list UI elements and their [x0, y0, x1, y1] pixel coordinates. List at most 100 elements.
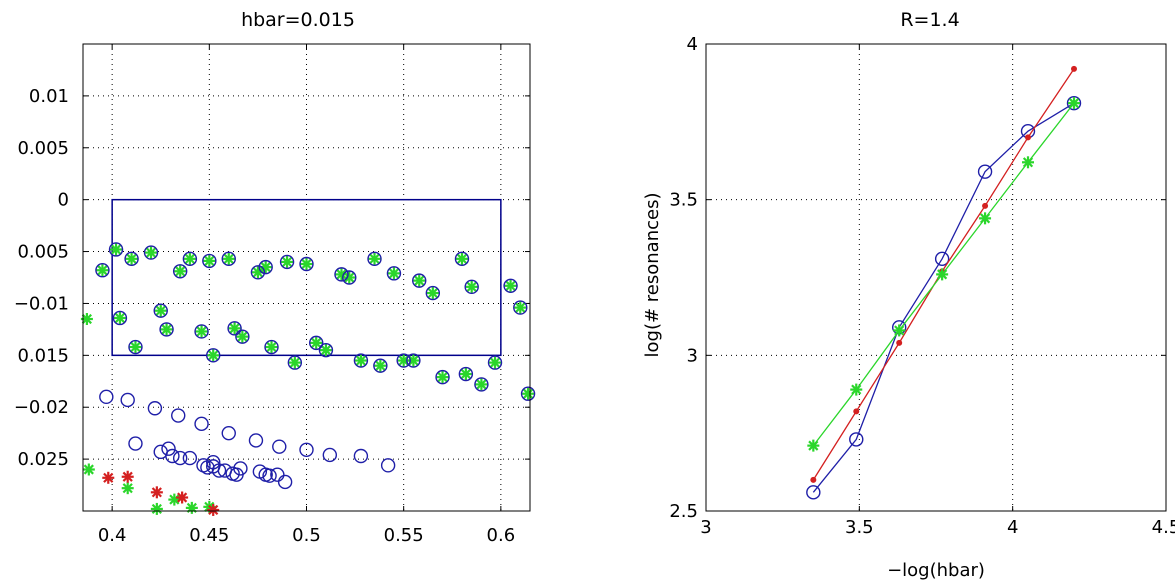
green-star-marker — [236, 330, 249, 343]
blue-circle-marker — [487, 355, 503, 370]
blue-circle-marker — [373, 358, 388, 373]
blue-circle-marker — [233, 461, 248, 476]
blue-circle-marker — [474, 377, 489, 392]
green-star-marker — [228, 322, 241, 335]
green-star-marker — [514, 301, 527, 314]
blue-circle-marker — [309, 335, 324, 351]
green-star-marker — [504, 279, 517, 292]
green-star-marker — [96, 264, 109, 277]
left-y-tick-label: 0 — [58, 190, 69, 211]
star-marker — [893, 324, 906, 337]
series-line-circle — [812, 102, 1075, 493]
blue-circle-marker — [182, 251, 198, 267]
blue-circle-marker — [172, 264, 188, 279]
blue-circle-marker — [458, 366, 474, 382]
left-y-tick-label: 0.005 — [17, 138, 69, 159]
dot-marker — [853, 408, 860, 415]
green-star-marker — [160, 323, 173, 336]
red-star-marker — [207, 503, 220, 516]
green-star-marker — [203, 254, 216, 267]
green-star-marker — [319, 344, 332, 357]
blue-circle-marker — [250, 265, 266, 280]
blue-circle-marker — [396, 353, 411, 368]
blue-circle-marker — [165, 448, 180, 464]
blue-circle-marker — [171, 408, 186, 423]
green-star-marker — [354, 354, 367, 367]
green-star-marker — [300, 258, 313, 271]
green-star-marker — [183, 252, 196, 265]
green-star-marker — [150, 502, 163, 515]
green-star-marker — [113, 311, 126, 324]
green-star-marker — [436, 371, 449, 384]
circle-marker — [1066, 95, 1082, 111]
blue-circle-marker — [386, 266, 402, 281]
left-x-tick-label: 0.55 — [384, 525, 424, 546]
blue-circle-marker — [124, 251, 139, 267]
blue-circle-marker — [322, 447, 338, 463]
green-star-marker — [522, 387, 535, 400]
green-star-marker — [489, 356, 502, 369]
left-axes-frame — [82, 43, 531, 512]
green-star-marker — [343, 271, 356, 284]
blue-circle-marker — [194, 416, 209, 432]
blue-circle-marker — [299, 256, 314, 272]
blue-circle-marker — [227, 321, 242, 336]
red-star-marker — [150, 486, 163, 499]
dot-marker — [982, 202, 989, 209]
blue-circle-marker — [258, 259, 273, 275]
green-star-marker — [413, 274, 426, 287]
right-y-tick-label: 4 — [687, 34, 698, 55]
blue-circle-marker — [221, 425, 236, 441]
green-star-marker — [185, 501, 198, 514]
blue-circle-marker — [287, 355, 303, 370]
green-star-marker — [265, 341, 278, 354]
green-star-marker — [80, 313, 93, 326]
left-scatter-panel: hbar=0.015 0.4 0.45 0.5 0.55 0.60.010.00500.… — [14, 9, 536, 546]
red-star-marker — [176, 491, 189, 504]
green-star-marker — [455, 252, 468, 265]
blue-circle-marker — [264, 339, 279, 355]
left-x-tick-label: 0.4 — [98, 525, 127, 546]
right-x-tick-label: 4.5 — [1152, 517, 1175, 538]
right-x-tick-label: 3.5 — [845, 517, 874, 538]
blue-circle-marker — [248, 433, 264, 448]
star-marker — [936, 268, 949, 281]
dot-marker — [810, 476, 817, 483]
green-star-marker — [426, 287, 439, 300]
blue-circle-marker — [112, 310, 128, 326]
blue-circle-marker — [270, 467, 285, 482]
left-x-tick-label: 0.6 — [487, 525, 516, 546]
green-star-marker — [207, 349, 220, 362]
blue-circle-marker — [194, 324, 209, 339]
blue-circle-marker — [353, 353, 369, 368]
blue-circle-marker — [99, 389, 114, 405]
green-star-marker — [121, 482, 134, 495]
left-grid — [83, 44, 530, 511]
circle-marker — [849, 432, 864, 447]
green-star-marker — [145, 246, 158, 259]
right-x-tick-label: 3 — [700, 517, 711, 538]
blue-circle-marker — [272, 439, 287, 454]
left-y-tick-label: 0.015 — [17, 345, 69, 366]
green-star-marker — [259, 261, 272, 274]
left-data-layer — [80, 198, 536, 516]
circle-marker — [977, 164, 993, 179]
blue-circle-marker — [406, 353, 421, 368]
blue-circle-marker — [334, 267, 349, 282]
circle-marker — [806, 485, 821, 500]
green-star-marker — [459, 368, 472, 381]
green-star-marker — [154, 304, 167, 317]
right-axes-frame — [705, 43, 1167, 512]
green-star-marker — [125, 252, 138, 265]
green-star-marker — [222, 252, 235, 265]
blue-circle-marker — [380, 458, 396, 473]
dot-marker — [896, 339, 903, 346]
blue-circle-marker — [454, 251, 470, 267]
left-tick-labels: 0.4 0.45 0.5 0.55 0.6 0.01 0.005 0 0.005 −0.01 0.0… — [14, 86, 515, 546]
left-y-tick-label: −0.01 — [14, 293, 69, 314]
red-star-marker — [121, 470, 134, 483]
right-y-tick-label: 3.5 — [669, 190, 698, 211]
blue-circle-marker — [464, 279, 479, 295]
star-marker — [807, 439, 820, 452]
star-marker — [1068, 97, 1080, 110]
